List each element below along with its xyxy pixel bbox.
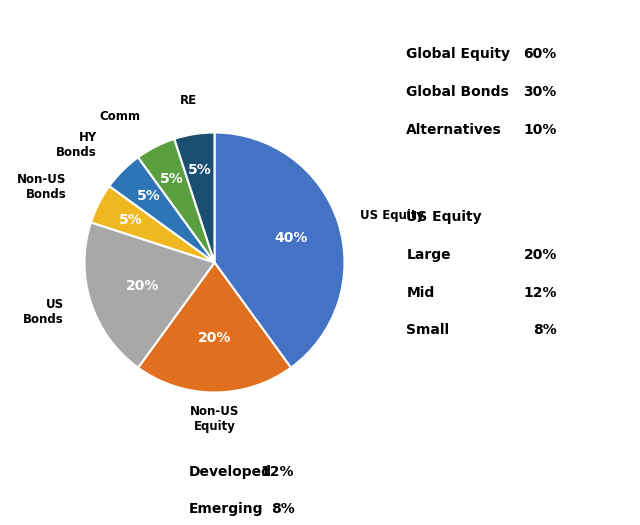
Text: US Equity: US Equity	[406, 210, 482, 224]
Text: Comm: Comm	[99, 110, 140, 123]
Wedge shape	[109, 158, 214, 262]
Text: 8%: 8%	[533, 323, 557, 338]
Wedge shape	[214, 132, 344, 368]
Text: 40%: 40%	[275, 230, 308, 245]
Text: RE: RE	[180, 94, 197, 107]
Text: Emerging: Emerging	[189, 502, 263, 517]
Text: 12%: 12%	[524, 286, 557, 300]
Text: Non-US
Bonds: Non-US Bonds	[17, 173, 66, 201]
Text: 12%: 12%	[261, 465, 294, 479]
Text: US
Bonds: US Bonds	[23, 298, 63, 326]
Text: US Equity: US Equity	[360, 208, 424, 222]
Wedge shape	[138, 139, 214, 262]
Text: 20%: 20%	[198, 331, 231, 345]
Wedge shape	[138, 262, 291, 393]
Text: Large: Large	[406, 248, 451, 262]
Text: 30%: 30%	[524, 85, 557, 99]
Text: HY
Bonds: HY Bonds	[56, 131, 97, 159]
Text: Global Equity: Global Equity	[406, 47, 511, 61]
Text: Non-US
Equity: Non-US Equity	[190, 404, 239, 433]
Text: 10%: 10%	[524, 123, 557, 137]
Text: Developed: Developed	[189, 465, 272, 479]
Text: Global Bonds: Global Bonds	[406, 85, 509, 99]
Text: 5%: 5%	[188, 163, 212, 177]
Text: 8%: 8%	[271, 502, 294, 517]
Text: 5%: 5%	[119, 213, 143, 227]
Wedge shape	[91, 186, 214, 262]
Text: 20%: 20%	[524, 248, 557, 262]
Text: Small: Small	[406, 323, 449, 338]
Text: Mid: Mid	[406, 286, 435, 300]
Text: 5%: 5%	[160, 172, 184, 186]
Text: Alternatives: Alternatives	[406, 123, 502, 137]
Text: 20%: 20%	[126, 279, 159, 293]
Wedge shape	[174, 132, 214, 262]
Wedge shape	[84, 222, 214, 368]
Text: 5%: 5%	[136, 190, 160, 203]
Text: 60%: 60%	[524, 47, 557, 61]
